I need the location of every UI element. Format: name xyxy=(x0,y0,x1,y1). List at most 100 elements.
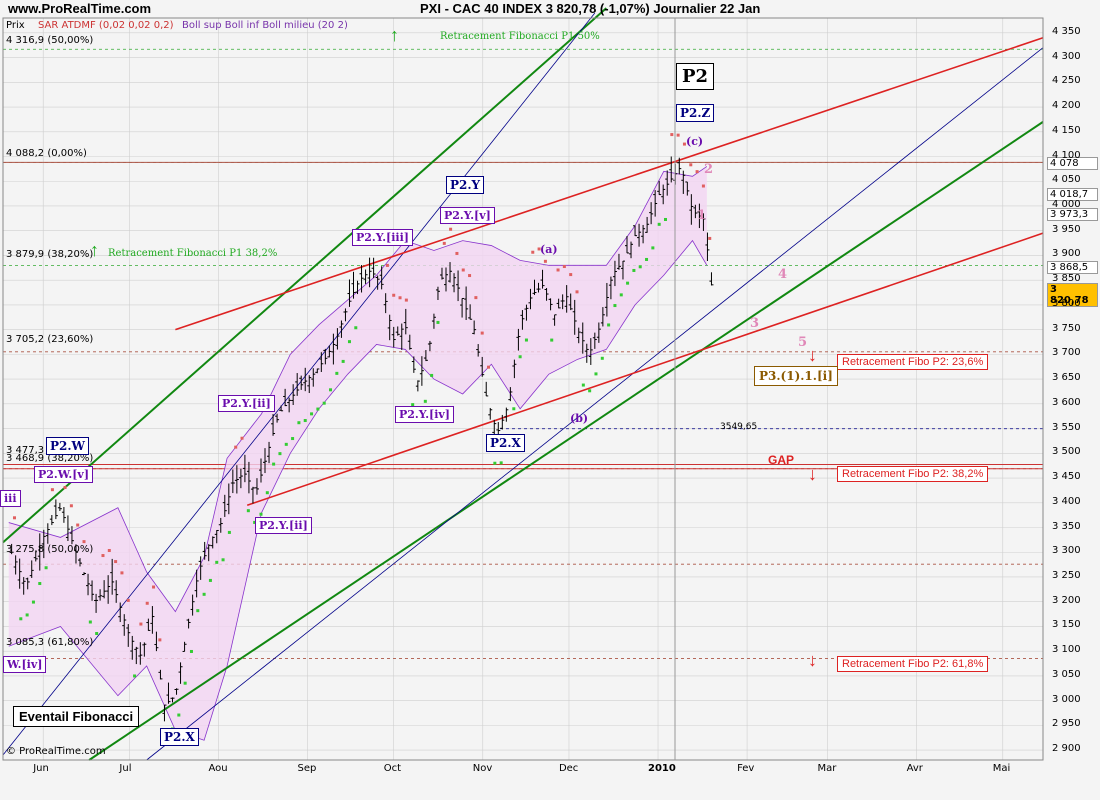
x-tick-label: Jul xyxy=(119,763,132,774)
sar-dot xyxy=(227,530,231,534)
x-tick-label: Oct xyxy=(383,763,401,774)
sar-dot xyxy=(221,558,225,562)
sar-dot xyxy=(499,461,503,465)
sar-dot xyxy=(145,601,149,605)
down-arrow-icon: ↓ xyxy=(808,464,817,484)
y-tick-label: 3 800 xyxy=(1052,297,1081,309)
sar-legend: SAR ATDMF (0,02 0,02 0,2) xyxy=(38,20,174,31)
sar-dot xyxy=(626,281,630,285)
sar-dot xyxy=(152,585,156,589)
sar-dot xyxy=(297,421,301,425)
sar-dot xyxy=(183,681,187,685)
sar-dot xyxy=(158,638,162,642)
sar-dot xyxy=(291,437,295,441)
support-value: 3549,65 xyxy=(720,422,758,432)
sar-dot xyxy=(657,222,661,226)
value-box: 4 078 xyxy=(1047,157,1098,170)
sar-dot xyxy=(708,236,712,240)
sar-dot xyxy=(487,365,491,369)
sar-dot xyxy=(101,554,105,558)
fib-level-label: 3 085,3 (61,80%) xyxy=(6,637,94,648)
sar-dot xyxy=(493,461,497,465)
sar-dot xyxy=(518,355,522,359)
sar-dot xyxy=(581,383,585,387)
retracement-box: Retracement Fibo P2: 23,6% xyxy=(837,354,989,370)
sar-dot xyxy=(474,296,478,300)
sar-dot xyxy=(619,293,623,297)
sar-dot xyxy=(272,462,276,466)
sar-dot xyxy=(76,523,80,527)
y-tick-label: 4 300 xyxy=(1052,50,1081,62)
site-url[interactable]: www.ProRealTime.com xyxy=(8,1,152,16)
y-tick-label: 3 900 xyxy=(1052,248,1081,260)
sar-dot xyxy=(177,713,181,717)
fib-level-label: 4 316,9 (50,00%) xyxy=(6,35,94,46)
sar-dot xyxy=(461,268,465,272)
value-box: 3 868,5 xyxy=(1047,261,1098,274)
trend-channel-line xyxy=(246,232,1044,507)
sar-dot xyxy=(44,566,48,570)
sar-dot xyxy=(537,247,541,251)
y-tick-label: 3 400 xyxy=(1052,495,1081,507)
sar-dot xyxy=(569,273,573,277)
gap-label: GAP xyxy=(768,453,795,467)
down-arrow-icon: ↓ xyxy=(808,345,817,365)
sar-dot xyxy=(398,296,402,300)
trend-channel-line xyxy=(175,37,1044,331)
sar-dot xyxy=(411,403,415,407)
sar-dot xyxy=(38,582,42,586)
sar-dot xyxy=(607,323,611,327)
sar-dot xyxy=(25,613,29,617)
sar-dot xyxy=(632,268,636,272)
trend-channel-line xyxy=(2,12,596,756)
x-tick-label: Dec xyxy=(558,763,579,774)
x-tick-label: Nov xyxy=(472,763,493,774)
y-tick-label: 2 900 xyxy=(1052,743,1081,755)
y-tick-label: 3 150 xyxy=(1052,619,1081,631)
wave-label: P2.Y.[iii] xyxy=(352,229,413,246)
sar-dot xyxy=(670,133,674,137)
up-arrow-icon: ↑ xyxy=(90,240,99,260)
wave-label: P2.Y.[ii] xyxy=(218,395,275,412)
sar-dot xyxy=(613,304,617,308)
down-arrow-icon: ↓ xyxy=(808,650,817,670)
copyright: © ProRealTime.com xyxy=(6,746,106,757)
sar-dot xyxy=(663,217,667,221)
sar-dot xyxy=(316,407,320,411)
sar-dot xyxy=(82,540,86,544)
sar-dot xyxy=(329,388,333,392)
value-box: 4 018,7 xyxy=(1047,188,1098,201)
sar-dot xyxy=(430,373,434,377)
y-tick-label: 3 050 xyxy=(1052,668,1081,680)
y-tick-label: 4 050 xyxy=(1052,174,1081,186)
sar-dot xyxy=(120,571,124,575)
sar-dot xyxy=(468,274,472,278)
wave-label: P2.Y xyxy=(446,176,485,194)
sar-dot xyxy=(392,293,396,297)
sar-dot xyxy=(651,246,655,250)
retracement-box: Retracement Fibo P2: 38,2% xyxy=(837,466,989,482)
sar-dot xyxy=(215,560,219,564)
wave-label: P2.Z xyxy=(676,104,715,122)
wave-number: 5 xyxy=(798,335,808,350)
sar-dot xyxy=(638,265,642,269)
fib-level-label: 3 705,2 (23,60%) xyxy=(6,334,94,345)
wave-number: 3 xyxy=(750,316,760,331)
wave-label: P2.Y.[ii] xyxy=(255,517,312,534)
trend-channel-line xyxy=(2,7,607,544)
x-tick-label: Avr xyxy=(906,763,923,774)
wave-label: (c) xyxy=(686,135,704,148)
sar-dot xyxy=(531,250,535,254)
x-tick-label: Mai xyxy=(992,763,1011,774)
x-tick-label: Sep xyxy=(297,763,317,774)
sar-dot xyxy=(259,512,263,516)
y-tick-label: 3 100 xyxy=(1052,644,1081,656)
wave-label: P2.X xyxy=(486,434,525,452)
sar-dot xyxy=(524,338,528,342)
sar-dot xyxy=(455,251,459,255)
trend-channel-line xyxy=(88,121,1044,761)
wave-label: (b) xyxy=(570,412,589,425)
sar-dot xyxy=(253,520,257,524)
sar-dot xyxy=(234,445,238,449)
